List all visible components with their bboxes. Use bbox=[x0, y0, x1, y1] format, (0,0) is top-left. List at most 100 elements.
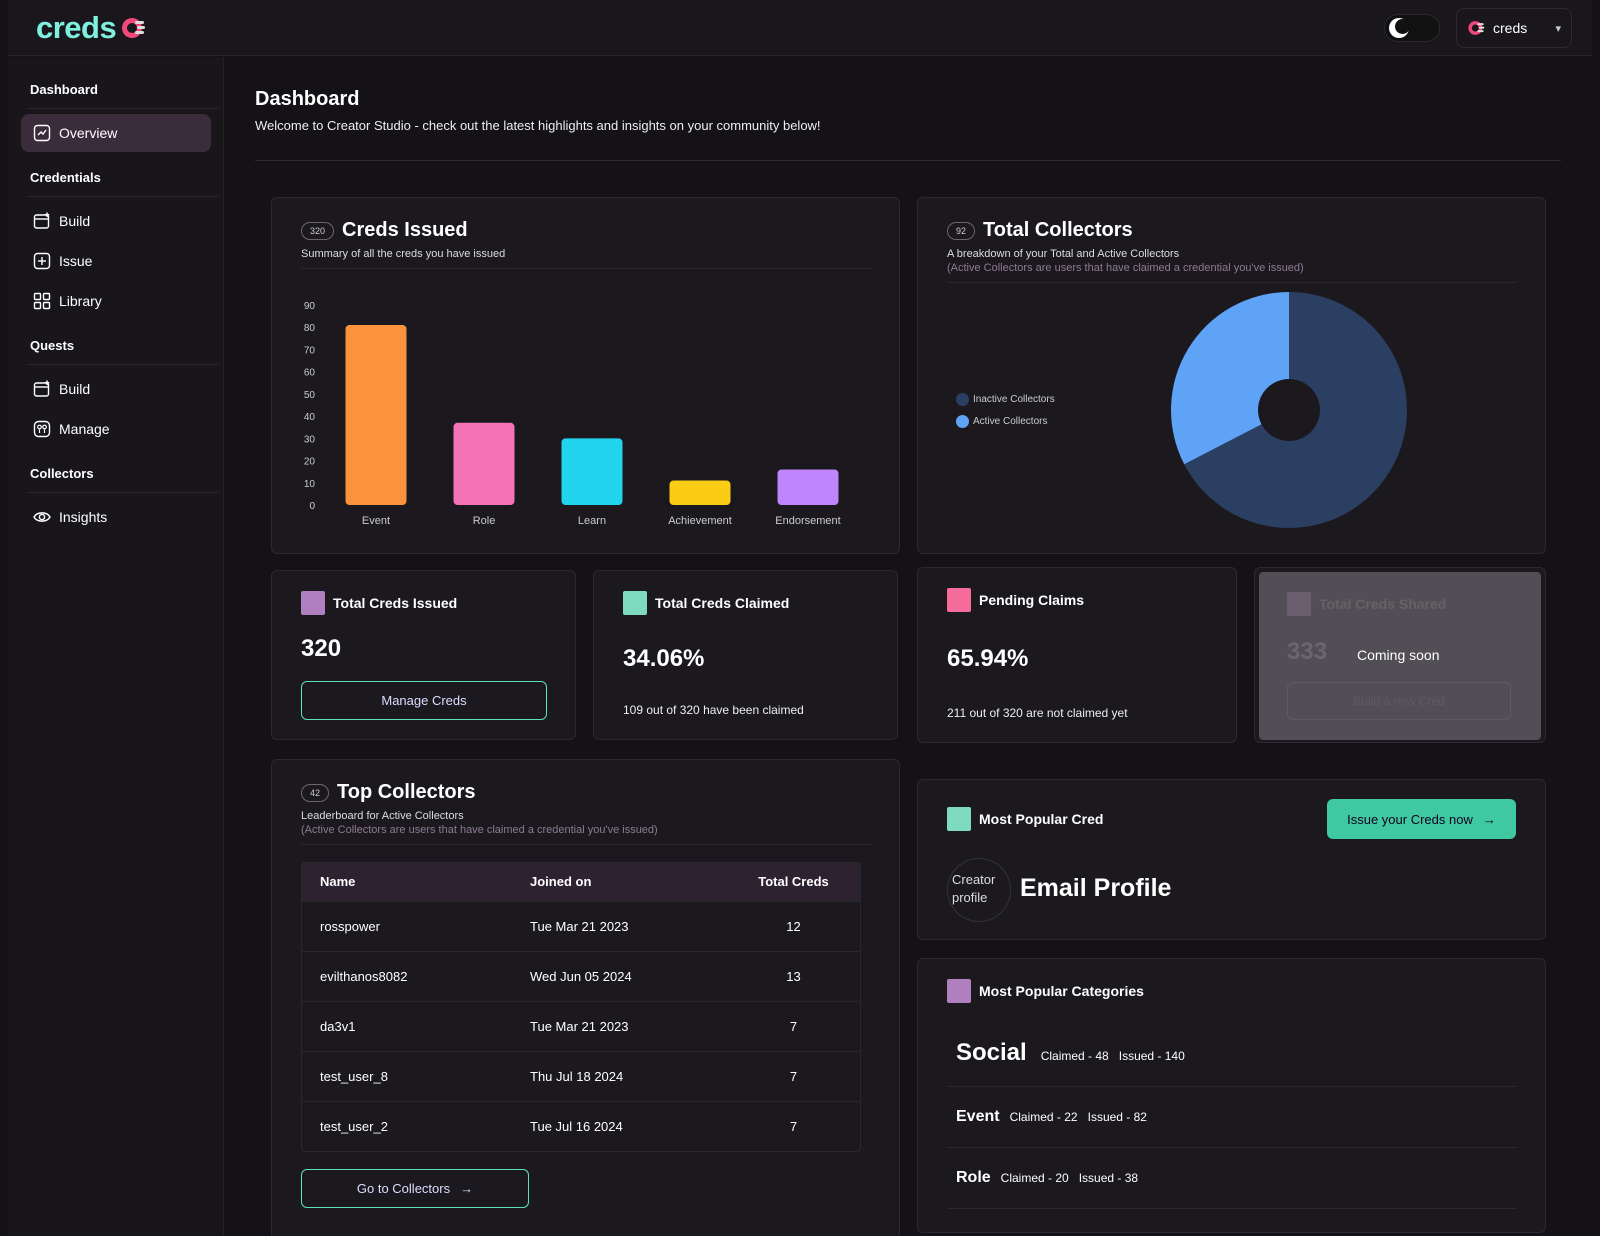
sidebar-section-dashboard: Dashboard bbox=[30, 82, 98, 97]
sidebar-item-issue[interactable]: Issue bbox=[21, 242, 211, 280]
app-logo[interactable]: creds bbox=[36, 10, 146, 46]
creds-issued-title: Creds Issued bbox=[342, 219, 468, 241]
theme-toggle[interactable] bbox=[1384, 14, 1440, 42]
total-creds-claimed-note: 109 out of 320 have been claimed bbox=[623, 703, 804, 717]
sidebar-item-label: Build bbox=[59, 213, 91, 229]
sidebar-divider bbox=[28, 364, 218, 365]
total-collectors-subtitle: A breakdown of your Total and Active Col… bbox=[947, 248, 1180, 260]
category-divider bbox=[947, 1147, 1517, 1148]
most-popular-cred-card: Most Popular Cred Issue your Creds now →… bbox=[917, 779, 1546, 940]
y-tick-label: 0 bbox=[309, 501, 315, 512]
category-claimed: Claimed - 20 bbox=[1000, 1171, 1069, 1185]
column-header-total[interactable]: Total Creds bbox=[727, 863, 860, 901]
most-popular-cred-title: Most Popular Cred bbox=[979, 811, 1104, 827]
total-creds-shared-value: 333 bbox=[1287, 638, 1328, 665]
category-divider bbox=[947, 1086, 1517, 1087]
manage-creds-button[interactable]: Manage Creds bbox=[301, 681, 547, 720]
card-divider bbox=[301, 268, 871, 269]
sidebar-item-quests-build[interactable]: Build bbox=[21, 370, 211, 408]
pie-legend: Inactive Collectors Active Collectors bbox=[956, 393, 1055, 428]
sidebar-item-credentials-build[interactable]: Build bbox=[21, 202, 211, 240]
category-issued: Issued - 82 bbox=[1087, 1110, 1147, 1124]
most-popular-categories-card: Most Popular Categories Social Claimed -… bbox=[917, 958, 1546, 1233]
creds-bar-chart: 0 10 20 30 40 50 60 70 80 90 Event Role Learn Achieve… bbox=[304, 301, 862, 527]
top-bar: creds creds ▾ bbox=[8, 0, 1592, 56]
y-tick-label: 70 bbox=[304, 345, 316, 356]
cell-name: test_user_2 bbox=[302, 1100, 512, 1151]
go-to-collectors-button[interactable]: Go to Collectors → bbox=[301, 1169, 529, 1208]
top-collectors-note: (Active Collectors are users that have c… bbox=[301, 824, 658, 836]
cell-total: 7 bbox=[727, 1000, 860, 1051]
y-tick-label: 40 bbox=[304, 412, 316, 423]
table-row[interactable]: rosspower Tue Mar 21 2023 12 bbox=[302, 900, 860, 951]
y-tick-label: 60 bbox=[304, 368, 316, 379]
categories-color-swatch bbox=[947, 979, 971, 1003]
page-subtitle: Welcome to Creator Studio - check out th… bbox=[255, 118, 821, 133]
top-collectors-title: Top Collectors bbox=[337, 781, 476, 803]
table-row[interactable]: da3v1 Tue Mar 21 2023 7 bbox=[302, 1000, 860, 1051]
sidebar-item-insights[interactable]: Insights bbox=[21, 498, 211, 536]
sidebar-item-label: Issue bbox=[59, 253, 93, 269]
y-tick-label: 30 bbox=[304, 434, 316, 445]
org-selector[interactable]: creds ▾ bbox=[1456, 8, 1572, 48]
moon-icon bbox=[1389, 18, 1410, 38]
chevron-down-icon: ▾ bbox=[1555, 22, 1561, 35]
pending-claims-card: Pending Claims 65.94% 211 out of 320 are… bbox=[917, 567, 1237, 743]
arrow-right-icon: → bbox=[1482, 811, 1496, 827]
sidebar-section-credentials: Credentials bbox=[30, 170, 101, 185]
y-tick-label: 20 bbox=[304, 457, 316, 468]
cell-joined: Tue Mar 21 2023 bbox=[512, 1000, 727, 1051]
table-row[interactable]: test_user_2 Tue Jul 16 2024 7 bbox=[302, 1100, 860, 1151]
category-divider bbox=[947, 1208, 1517, 1209]
column-header-name[interactable]: Name bbox=[302, 863, 512, 901]
build-new-cred-button: Build a new Cred bbox=[1287, 682, 1511, 720]
category-issued: Issued - 38 bbox=[1078, 1171, 1139, 1185]
bar-learn bbox=[561, 438, 623, 505]
sidebar-item-library[interactable]: Library bbox=[21, 282, 211, 320]
bar-achievement bbox=[669, 480, 731, 505]
total-collectors-note: (Active Collectors are users that have c… bbox=[947, 262, 1304, 274]
table-row[interactable]: evilthanos8082 Wed Jun 05 2024 13 bbox=[302, 950, 860, 1001]
column-header-joined[interactable]: Joined on bbox=[512, 863, 727, 901]
popular-cred-color-swatch bbox=[947, 807, 971, 831]
popular-cred-name: Email Profile bbox=[1020, 874, 1172, 902]
issued-color-swatch bbox=[301, 591, 325, 615]
collectors-donut-chart bbox=[1171, 292, 1407, 528]
card-plus-icon bbox=[33, 380, 51, 398]
chart-line-icon bbox=[33, 124, 51, 142]
sidebar-item-manage[interactable]: Manage bbox=[21, 410, 211, 448]
legend-label-active: Active Collectors bbox=[973, 416, 1048, 427]
category-name: Social bbox=[956, 1039, 1027, 1066]
sidebar-item-overview[interactable]: Overview bbox=[21, 114, 211, 152]
category-name: Event bbox=[956, 1108, 1000, 1125]
x-tick-label: Endorsement bbox=[775, 515, 840, 527]
card-divider bbox=[947, 282, 1517, 283]
page-title: Dashboard bbox=[255, 88, 360, 110]
x-tick-label: Role bbox=[473, 515, 496, 527]
creds-issued-card: 320 Creds Issued Summary of all the cred… bbox=[271, 197, 900, 554]
category-row: Event Claimed - 22 Issued - 82 bbox=[956, 1108, 1147, 1126]
total-creds-issued-card: Total Creds Issued 320 Manage Creds bbox=[271, 570, 576, 740]
x-tick-label: Learn bbox=[578, 515, 606, 527]
legend-item-inactive: Inactive Collectors bbox=[956, 393, 1055, 406]
sidebar-divider bbox=[28, 108, 218, 109]
card-plus-icon bbox=[33, 212, 51, 230]
cell-joined: Tue Jul 16 2024 bbox=[512, 1100, 727, 1151]
cell-total: 13 bbox=[727, 950, 860, 1001]
donut-hole bbox=[1258, 379, 1320, 441]
pending-claims-title: Pending Claims bbox=[979, 592, 1085, 608]
total-creds-claimed-card: Total Creds Claimed 34.06% 109 out of 32… bbox=[593, 570, 898, 740]
pie-slice-active-collectors bbox=[1171, 292, 1289, 465]
category-claimed: Claimed - 22 bbox=[1009, 1110, 1078, 1124]
category-claimed: Claimed - 48 bbox=[1040, 1049, 1109, 1063]
issue-creds-now-button[interactable]: Issue your Creds now → bbox=[1327, 799, 1516, 839]
sidebar-divider bbox=[28, 492, 218, 493]
table-row[interactable]: test_user_8 Thu Jul 18 2024 7 bbox=[302, 1050, 860, 1101]
cred-image-alt: Creator profile bbox=[952, 872, 996, 905]
pending-claims-value: 65.94% bbox=[947, 645, 1029, 672]
cell-name: rosspower bbox=[302, 900, 512, 951]
arrow-right-icon: → bbox=[460, 1181, 474, 1196]
header-divider bbox=[255, 160, 1561, 161]
total-creds-shared-title: Total Creds Shared bbox=[1319, 596, 1447, 612]
logo-mark-icon bbox=[122, 18, 146, 38]
